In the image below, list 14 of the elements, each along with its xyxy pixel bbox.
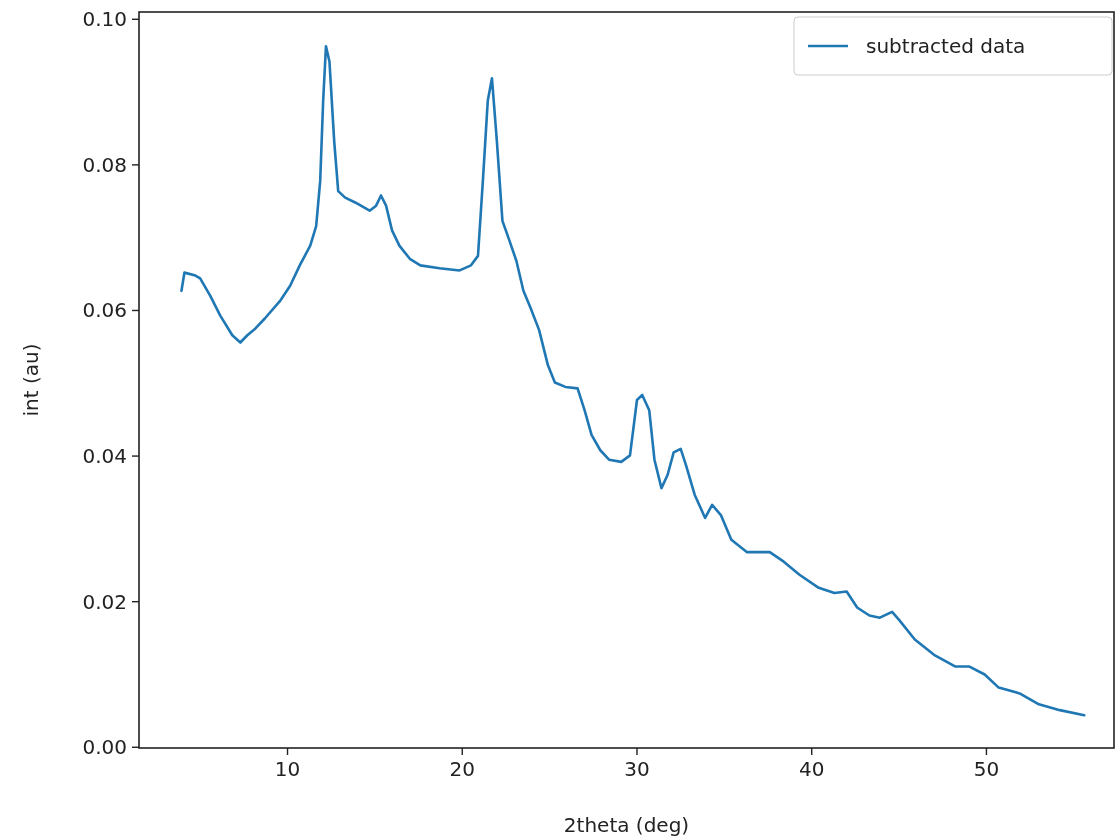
x-tick-label: 20 <box>449 757 475 781</box>
y-tick-label: 0.04 <box>82 444 127 469</box>
x-tick-label: 10 <box>274 757 301 781</box>
y-tick-label: 0.10 <box>82 7 127 32</box>
x-tick-label: 30 <box>624 757 650 781</box>
y-tick-label: 0.08 <box>82 152 127 177</box>
y-axis-title: int (au) <box>19 343 43 417</box>
x-tick-label: 40 <box>798 757 825 781</box>
y-tick-label: 0.06 <box>82 298 127 323</box>
y-tick-label: 0.00 <box>82 735 127 760</box>
x-axis-title: 2theta (deg) <box>563 813 690 837</box>
legend-label: subtracted data <box>866 34 1026 58</box>
y-tick-label: 0.02 <box>82 589 127 614</box>
x-tick-label: 50 <box>973 757 1000 781</box>
